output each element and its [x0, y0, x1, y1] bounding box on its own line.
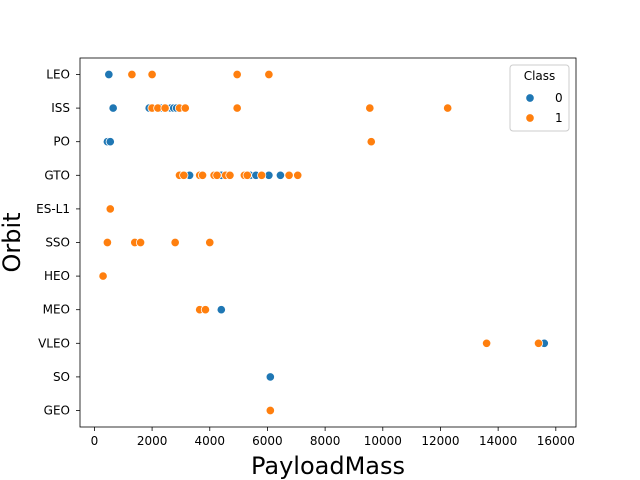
x-tick-label: 16000: [537, 434, 575, 448]
data-point-class-1: [170, 237, 180, 248]
y-tick-label: SO: [53, 370, 70, 384]
data-point-class-1: [265, 405, 275, 416]
data-point-class-0: [108, 103, 118, 113]
y-tick-label: VLEO: [38, 336, 70, 350]
x-tick-label: 4000: [194, 434, 225, 448]
data-point-class-1: [284, 170, 294, 180]
data-point-class-1: [533, 338, 544, 348]
data-point-class-1: [160, 103, 170, 113]
data-point-class-1: [197, 170, 208, 180]
data-point-class-1: [365, 103, 375, 113]
y-tick-label: PO: [53, 135, 70, 149]
y-tick-label: ISS: [51, 101, 70, 115]
data-point-class-1: [205, 237, 215, 248]
y-tick-label: ES-L1: [36, 202, 70, 216]
data-point-class-1: [212, 170, 222, 180]
legend: Class 01: [509, 64, 570, 132]
data-point-class-0: [104, 69, 114, 80]
x-tick-label: 0: [91, 434, 99, 448]
data-point-class-1: [127, 69, 137, 80]
x-tick-label: 12000: [421, 434, 459, 448]
data-point-class-1: [135, 237, 146, 248]
data-point-class-1: [225, 170, 235, 180]
data-point-class-1: [179, 170, 189, 180]
x-tick-label: 8000: [310, 434, 341, 448]
data-point-class-0: [105, 137, 115, 147]
legend-label: 1: [555, 111, 563, 125]
legend-label: 0: [555, 91, 563, 105]
data-point-class-1: [482, 338, 492, 348]
data-point-class-1: [147, 69, 157, 80]
x-tick-label: 10000: [364, 434, 402, 448]
legend-box: [509, 64, 570, 132]
plot-area-frame: [79, 57, 577, 428]
y-axis-title: Orbit: [0, 212, 26, 272]
y-axis: LEO ISS PO GTO ES-L1 SSO HEO MEO VLEO SO GEO: [36, 68, 80, 418]
data-point-class-1: [366, 137, 376, 147]
x-axis: 0 2000 4000 6000 8000 10000 12000 14000 16000: [91, 427, 575, 448]
data-point-class-1: [180, 103, 190, 113]
data-point-class-0: [216, 305, 226, 315]
data-point-class-1: [98, 271, 108, 281]
y-tick-label: GEO: [44, 404, 70, 418]
legend-items: 01: [525, 91, 563, 125]
x-tick-label: 6000: [252, 434, 283, 448]
legend-title: Class: [524, 69, 556, 83]
legend-marker: [525, 113, 535, 123]
data-point-class-1: [102, 237, 112, 248]
data-point-class-1: [242, 170, 252, 180]
y-tick-label: GTO: [44, 168, 70, 182]
y-tick-label: SSO: [45, 236, 70, 250]
data-point-class-1: [293, 170, 303, 180]
y-tick-label: LEO: [46, 68, 70, 82]
data-point-class-1: [200, 305, 211, 315]
data-point-class-1: [443, 103, 453, 113]
x-tick-label: 2000: [137, 434, 168, 448]
data-point-class-0: [265, 372, 275, 382]
data-point-class-1: [264, 69, 274, 80]
x-axis-title: PayloadMass: [251, 452, 405, 480]
data-point-class-0: [275, 170, 285, 180]
data-points: [98, 69, 549, 416]
data-point-class-1: [105, 204, 115, 214]
legend-marker: [525, 93, 535, 103]
data-point-class-1: [257, 170, 267, 180]
y-tick-label: HEO: [44, 269, 70, 283]
x-tick-label: 14000: [479, 434, 517, 448]
y-tick-label: MEO: [43, 303, 70, 317]
data-point-class-1: [232, 103, 242, 113]
data-point-class-1: [232, 69, 242, 80]
